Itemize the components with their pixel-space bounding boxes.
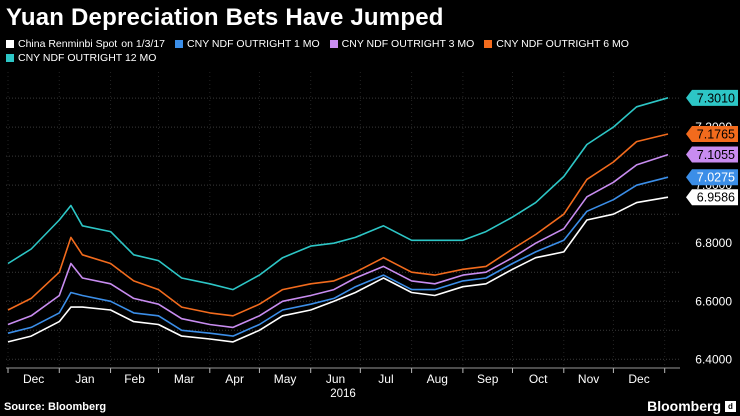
x-tick-label: Jan xyxy=(75,372,94,386)
legend-label-spot: China Renminbi Spot xyxy=(18,38,118,50)
x-axis-ticks: Dec Jan Feb Mar Apr May Jun Jul Aug Sep Oct Nov Dec xyxy=(6,367,680,386)
legend-item-ndf-1mo: CNY NDF OUTRIGHT 1 MO xyxy=(175,38,320,50)
legend-swatch-spot xyxy=(6,40,14,48)
series-line-ndf-6mo xyxy=(7,133,669,317)
end-label-ndf-6mo: 7.1765 xyxy=(686,125,738,142)
end-label-value-ndf-3mo: 7.1055 xyxy=(697,148,735,162)
x-tick-label: Oct xyxy=(529,372,548,386)
end-label-ndf-1mo: 7.0275 xyxy=(686,169,738,186)
legend-item-ndf-12mo: CNY NDF OUTRIGHT 12 MO xyxy=(6,52,156,64)
x-tick-label: Nov xyxy=(578,372,599,386)
y-tick-label: 6.6000 xyxy=(695,294,732,308)
x-tick-label: Aug xyxy=(427,372,448,386)
x-tick-label: Sep xyxy=(477,372,499,386)
end-label-value-ndf-6mo: 7.1765 xyxy=(697,127,735,141)
series-line-ndf-12mo xyxy=(7,97,669,291)
legend-item-spot: China Renminbi Spot on 1/3/17 xyxy=(6,38,165,50)
grid-lines xyxy=(6,72,680,368)
legend-item-ndf-6mo: CNY NDF OUTRIGHT 6 MO xyxy=(484,38,629,50)
legend: China Renminbi Spot on 1/3/17 CNY NDF OU… xyxy=(6,38,696,64)
series-lines xyxy=(7,97,669,343)
end-label-value-ndf-12mo: 7.3010 xyxy=(697,91,735,105)
end-label-tag-ndf-12mo xyxy=(686,89,738,106)
x-tick-label: Dec xyxy=(628,372,649,386)
end-label-value-spot: 6.9586 xyxy=(697,191,735,205)
x-tick-label: May xyxy=(274,372,297,386)
y-tick-label: 6.4000 xyxy=(695,352,732,366)
legend-label-ndf-12mo: CNY NDF OUTRIGHT 12 MO xyxy=(18,52,157,64)
series-line-spot xyxy=(7,196,669,343)
x-tick-label: Apr xyxy=(225,372,244,386)
legend-label-ndf-1mo: CNY NDF OUTRIGHT 1 MO xyxy=(187,38,320,50)
legend-label-ndf-3mo: CNY NDF OUTRIGHT 3 MO xyxy=(341,38,475,50)
end-label-tag-spot xyxy=(686,189,738,206)
end-label-tag-ndf-1mo xyxy=(686,169,738,186)
end-label-value-ndf-1mo: 7.0275 xyxy=(697,171,735,185)
brand-logo: Bloomberg d xyxy=(647,398,736,414)
x-tick-label: Dec xyxy=(23,372,44,386)
end-label-ndf-12mo: 7.3010 xyxy=(686,89,738,106)
brand-badge-icon: d xyxy=(725,400,736,412)
end-label-tag-ndf-6mo xyxy=(686,125,738,142)
brand-name: Bloomberg xyxy=(647,398,721,414)
series-line-ndf-3mo xyxy=(7,153,669,329)
legend-swatch-ndf-6mo xyxy=(484,40,493,48)
chart-title: Yuan Depreciation Bets Have Jumped xyxy=(6,4,444,31)
y-tick-label: 6.8000 xyxy=(695,236,732,250)
x-tick-label: Jun xyxy=(326,372,345,386)
x-tick-label: Feb xyxy=(124,372,145,386)
x-axis-label: 2016 xyxy=(330,388,356,400)
source-note: Source: Bloomberg xyxy=(4,401,107,413)
legend-label-ndf-6mo: CNY NDF OUTRIGHT 6 MO xyxy=(496,38,629,50)
end-value-labels: 6.9586 7.0275 7.1055 7.1765 7.3010 xyxy=(686,89,738,206)
legend-date-spot: on 1/3/17 xyxy=(121,38,166,50)
end-label-spot: 6.9586 xyxy=(686,189,738,206)
legend-swatch-ndf-3mo xyxy=(329,40,338,48)
end-label-tag-ndf-3mo xyxy=(686,146,738,163)
legend-swatch-ndf-1mo xyxy=(175,40,184,48)
series-line-ndf-1mo xyxy=(7,176,669,337)
legend-swatch-ndf-12mo xyxy=(6,54,14,62)
end-label-ndf-3mo: 7.1055 xyxy=(686,146,738,163)
legend-item-ndf-3mo: CNY NDF OUTRIGHT 3 MO xyxy=(329,38,475,50)
x-tick-label: Jul xyxy=(378,372,393,386)
x-tick-label: Mar xyxy=(174,372,195,386)
